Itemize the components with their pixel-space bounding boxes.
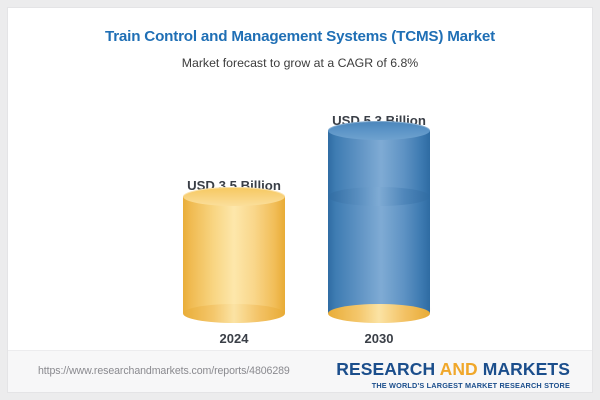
bar-group-2030: USD 5.3 Billion 2030 [328,98,432,348]
footer-divider [8,350,592,351]
bar-axis-label-2030: 2030 [364,331,394,346]
cylinder-joint-cap [328,186,430,206]
chart-card: Train Control and Management Systems (TC… [8,8,592,392]
brand-word-research: RESEARCH [336,359,436,379]
cylinder-body [328,196,430,313]
brand-tagline: THE WORLD'S LARGEST MARKET RESEARCH STOR… [371,381,570,390]
bar-group-2024: USD 3.5 Billion 2024 [183,98,287,348]
cylinder-bottom-cap [183,303,285,323]
brand-logo: RESEARCH AND MARKETS THE WORLD'S LARGEST… [336,359,570,390]
chart-plot-area: USD 3.5 Billion 2024 USD 5.3 Billion [8,98,592,348]
cylinder-top-cap [183,186,285,206]
cylinder-2030[interactable] [328,120,432,323]
cylinder-body [328,130,430,196]
cylinder-segment-growth [328,120,430,206]
brand-name: RESEARCH AND MARKETS [336,359,570,380]
cylinder-body [183,196,285,313]
chart-header: Train Control and Management Systems (TC… [8,8,592,70]
cylinder-top-cap [328,120,430,140]
chart-subtitle: Market forecast to grow at a CAGR of 6.8… [181,56,419,70]
footer: https://www.researchandmarkets.com/repor… [8,351,592,392]
brand-word-and-text: AND [439,359,478,379]
report-url[interactable]: https://www.researchandmarkets.com/repor… [38,365,290,377]
cylinder-bottom-cap [328,303,430,323]
cylinder-segment-base [328,196,430,323]
cylinder-segment-base [183,186,285,323]
page-title: Train Control and Management Systems (TC… [104,28,495,45]
bar-axis-label-2024: 2024 [219,331,249,346]
cylinder-2024[interactable] [183,186,287,323]
brand-word-markets: MARKETS [482,359,570,379]
